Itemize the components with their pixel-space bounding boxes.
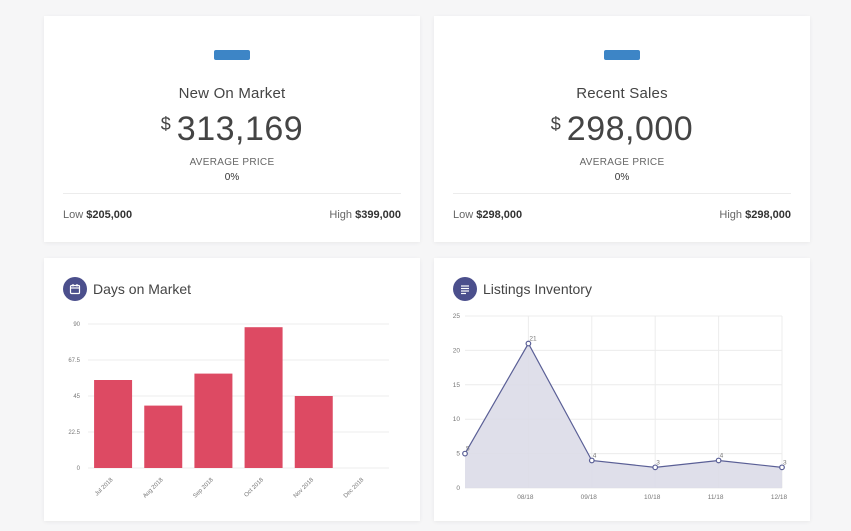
x-tick-label: Nov 2018: [293, 477, 316, 500]
currency-symbol: $: [160, 114, 171, 134]
bar: [144, 405, 183, 468]
data-point: [779, 464, 785, 471]
x-tick-label: Dec 2018: [343, 477, 366, 500]
y-tick-label: 10: [453, 416, 461, 423]
list-lines-icon: [453, 277, 477, 301]
y-tick-label: 25: [453, 313, 461, 320]
new-on-market-indicator: [214, 50, 250, 60]
series-line: [464, 342, 783, 468]
y-tick-label: 22.5: [68, 430, 80, 436]
x-tick-label: 09/18: [581, 494, 598, 501]
data-point: [525, 340, 532, 347]
y-tick-label: 45: [73, 394, 80, 400]
high-price: High $399,000: [329, 209, 401, 221]
low-value: $205,000: [86, 209, 133, 221]
bar: [294, 396, 333, 468]
price-value: 313,169: [176, 110, 304, 148]
data-label: 3: [656, 459, 660, 466]
currency-symbol: $: [550, 114, 561, 134]
x-tick-label: Aug 2018: [142, 477, 165, 500]
data-point: [652, 464, 659, 471]
listings-inventory-card: Listings Inventory 0 5 10 15 20 25 08/18 09/18 1…: [434, 258, 810, 521]
x-tick-label: Oct 2018: [244, 477, 266, 499]
y-tick-label: 90: [73, 322, 80, 328]
calendar-icon: [63, 277, 87, 301]
x-tick-label: 11/18: [708, 494, 724, 501]
x-tick-label: 12/18: [771, 494, 788, 501]
data-label: 4: [720, 452, 724, 459]
high-label: High: [719, 209, 743, 221]
y-tick-label: 15: [453, 382, 461, 389]
average-price-label: AVERAGE PRICE: [579, 157, 665, 168]
recent-sales-indicator: [604, 50, 640, 60]
data-label: 3: [783, 459, 787, 466]
y-tick-label: 0: [456, 485, 460, 492]
high-value: $298,000: [745, 209, 791, 221]
x-tick-label: Sep 2018: [192, 477, 215, 500]
high-price: High $298,000: [719, 209, 791, 221]
y-tick-label: 5: [456, 451, 460, 458]
x-tick-label: 10/18: [644, 494, 661, 501]
new-on-market-average-price: $313,169: [44, 110, 420, 149]
new-on-market-title: New On Market: [178, 85, 286, 102]
y-tick-label: 0: [77, 466, 81, 472]
x-tick-label: 08/18: [517, 494, 534, 501]
data-point: [588, 457, 595, 464]
data-label: 21: [529, 336, 537, 343]
low-price: Low $298,000: [453, 209, 522, 221]
percent-change: 0%: [224, 172, 240, 183]
bar: [244, 327, 283, 468]
low-price: Low $205,000: [63, 209, 132, 221]
recent-sales-title: Recent Sales: [576, 85, 668, 102]
high-value: $399,000: [355, 209, 401, 221]
divider: [453, 193, 791, 194]
divider: [63, 193, 401, 194]
listings-inventory-title: Listings Inventory: [483, 281, 592, 297]
days-on-market-bar-chart: 0 22.5 45 67.5 90 Jul 2018 Aug 2018 Sep 2018 Oct…: [68, 322, 389, 500]
recent-sales-card: Recent Sales $298,000 AVERAGE PRICE 0% L…: [434, 16, 810, 242]
bar: [194, 373, 233, 468]
y-tick-label: 67.5: [68, 358, 80, 364]
data-point: [462, 450, 468, 457]
data-label: 4: [593, 452, 597, 459]
area-fill: [465, 343, 782, 488]
price-value: 298,000: [566, 110, 694, 148]
x-tick-label: Jul 2018: [94, 477, 115, 498]
data-label: 5: [466, 446, 470, 453]
new-on-market-card: New On Market $313,169 AVERAGE PRICE 0% …: [44, 16, 420, 242]
average-price-label: AVERAGE PRICE: [189, 157, 275, 168]
listings-inventory-line-chart: 0 5 10 15 20 25 08/18 09/18 10/18 11/18 12/18 5 21 4 3…: [453, 313, 788, 501]
days-on-market-card: Days on Market 0 22.5 45 67.5 90 Jul 2018 Aug …: [44, 258, 420, 521]
low-label: Low: [63, 209, 84, 221]
low-label: Low: [453, 209, 474, 221]
percent-change: 0%: [614, 172, 630, 183]
recent-sales-average-price: $298,000: [434, 110, 810, 149]
high-label: High: [329, 209, 353, 221]
y-tick-label: 20: [453, 347, 461, 354]
days-on-market-title: Days on Market: [93, 281, 192, 297]
bar: [94, 380, 133, 468]
low-value: $298,000: [476, 209, 523, 221]
data-point: [715, 457, 722, 464]
